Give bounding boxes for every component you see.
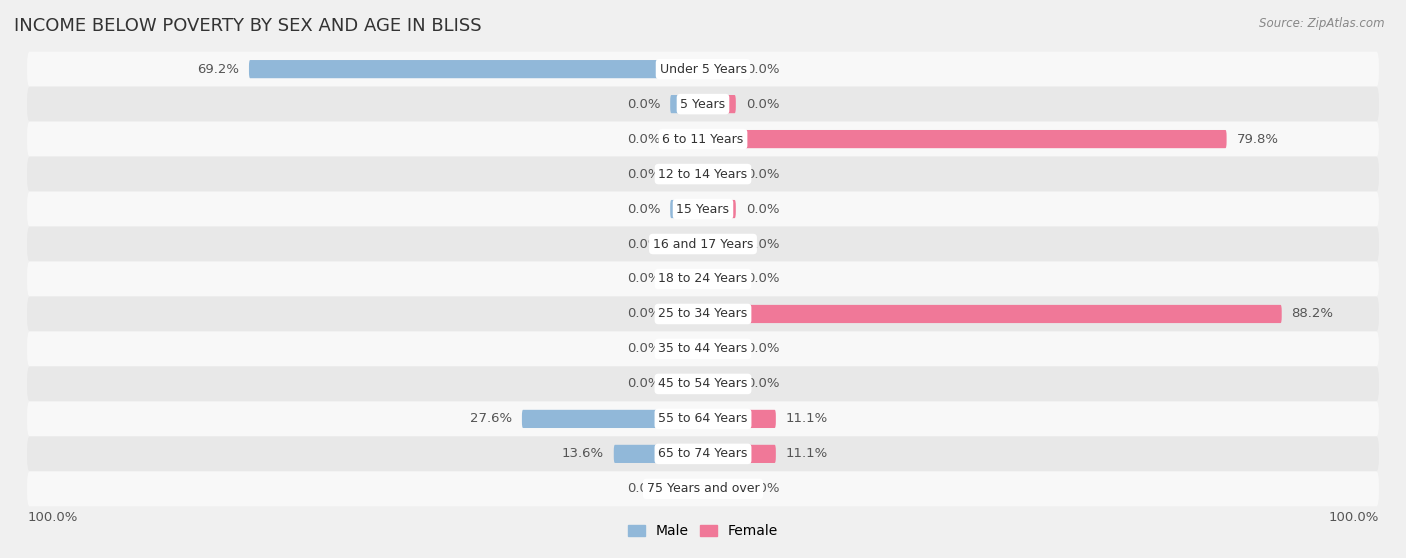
FancyBboxPatch shape (671, 305, 703, 323)
Text: 12 to 14 Years: 12 to 14 Years (658, 167, 748, 181)
FancyBboxPatch shape (27, 157, 1379, 191)
FancyBboxPatch shape (703, 340, 735, 358)
FancyBboxPatch shape (27, 86, 1379, 122)
Text: 35 to 44 Years: 35 to 44 Years (658, 343, 748, 355)
Text: 0.0%: 0.0% (745, 238, 779, 251)
Text: 0.0%: 0.0% (627, 307, 661, 320)
Text: 25 to 34 Years: 25 to 34 Years (658, 307, 748, 320)
Text: 6 to 11 Years: 6 to 11 Years (662, 133, 744, 146)
Text: 0.0%: 0.0% (745, 377, 779, 391)
FancyBboxPatch shape (703, 270, 735, 288)
FancyBboxPatch shape (703, 410, 776, 428)
Text: 0.0%: 0.0% (627, 98, 661, 110)
FancyBboxPatch shape (27, 331, 1379, 367)
Text: 0.0%: 0.0% (627, 238, 661, 251)
FancyBboxPatch shape (703, 445, 776, 463)
Text: 0.0%: 0.0% (745, 203, 779, 215)
Text: 0.0%: 0.0% (745, 98, 779, 110)
Text: 0.0%: 0.0% (627, 203, 661, 215)
Text: 13.6%: 13.6% (562, 448, 605, 460)
FancyBboxPatch shape (703, 165, 735, 183)
FancyBboxPatch shape (27, 367, 1379, 401)
Legend: Male, Female: Male, Female (623, 519, 783, 544)
Text: 55 to 64 Years: 55 to 64 Years (658, 412, 748, 425)
FancyBboxPatch shape (703, 60, 735, 78)
FancyBboxPatch shape (703, 130, 1226, 148)
FancyBboxPatch shape (671, 200, 703, 218)
FancyBboxPatch shape (703, 235, 735, 253)
FancyBboxPatch shape (27, 296, 1379, 331)
Text: 11.1%: 11.1% (786, 448, 828, 460)
FancyBboxPatch shape (671, 95, 703, 113)
FancyBboxPatch shape (614, 445, 703, 463)
FancyBboxPatch shape (671, 165, 703, 183)
Text: 45 to 54 Years: 45 to 54 Years (658, 377, 748, 391)
Text: 27.6%: 27.6% (470, 412, 512, 425)
FancyBboxPatch shape (703, 375, 735, 393)
Text: 0.0%: 0.0% (745, 482, 779, 496)
Text: 0.0%: 0.0% (627, 167, 661, 181)
Text: 100.0%: 100.0% (1329, 511, 1379, 523)
Text: 0.0%: 0.0% (745, 167, 779, 181)
FancyBboxPatch shape (671, 340, 703, 358)
FancyBboxPatch shape (703, 200, 735, 218)
FancyBboxPatch shape (27, 227, 1379, 262)
Text: Under 5 Years: Under 5 Years (659, 62, 747, 76)
FancyBboxPatch shape (27, 191, 1379, 227)
FancyBboxPatch shape (671, 480, 703, 498)
FancyBboxPatch shape (703, 480, 735, 498)
FancyBboxPatch shape (703, 305, 1282, 323)
FancyBboxPatch shape (249, 60, 703, 78)
Text: 0.0%: 0.0% (627, 343, 661, 355)
Text: 0.0%: 0.0% (745, 343, 779, 355)
Text: 15 Years: 15 Years (676, 203, 730, 215)
Text: 0.0%: 0.0% (627, 377, 661, 391)
FancyBboxPatch shape (703, 95, 735, 113)
FancyBboxPatch shape (522, 410, 703, 428)
Text: 100.0%: 100.0% (27, 511, 77, 523)
Text: 18 to 24 Years: 18 to 24 Years (658, 272, 748, 286)
Text: 5 Years: 5 Years (681, 98, 725, 110)
Text: INCOME BELOW POVERTY BY SEX AND AGE IN BLISS: INCOME BELOW POVERTY BY SEX AND AGE IN B… (14, 17, 482, 35)
Text: Source: ZipAtlas.com: Source: ZipAtlas.com (1260, 17, 1385, 30)
FancyBboxPatch shape (671, 235, 703, 253)
Text: 75 Years and over: 75 Years and over (647, 482, 759, 496)
Text: 0.0%: 0.0% (627, 133, 661, 146)
FancyBboxPatch shape (27, 262, 1379, 296)
FancyBboxPatch shape (671, 270, 703, 288)
FancyBboxPatch shape (27, 122, 1379, 157)
Text: 16 and 17 Years: 16 and 17 Years (652, 238, 754, 251)
FancyBboxPatch shape (27, 52, 1379, 86)
FancyBboxPatch shape (671, 130, 703, 148)
Text: 0.0%: 0.0% (745, 272, 779, 286)
Text: 69.2%: 69.2% (197, 62, 239, 76)
Text: 11.1%: 11.1% (786, 412, 828, 425)
FancyBboxPatch shape (27, 472, 1379, 506)
Text: 0.0%: 0.0% (627, 482, 661, 496)
FancyBboxPatch shape (27, 401, 1379, 436)
Text: 0.0%: 0.0% (627, 272, 661, 286)
Text: 0.0%: 0.0% (745, 62, 779, 76)
FancyBboxPatch shape (671, 375, 703, 393)
FancyBboxPatch shape (27, 436, 1379, 472)
Text: 88.2%: 88.2% (1292, 307, 1333, 320)
Text: 65 to 74 Years: 65 to 74 Years (658, 448, 748, 460)
Text: 79.8%: 79.8% (1236, 133, 1278, 146)
